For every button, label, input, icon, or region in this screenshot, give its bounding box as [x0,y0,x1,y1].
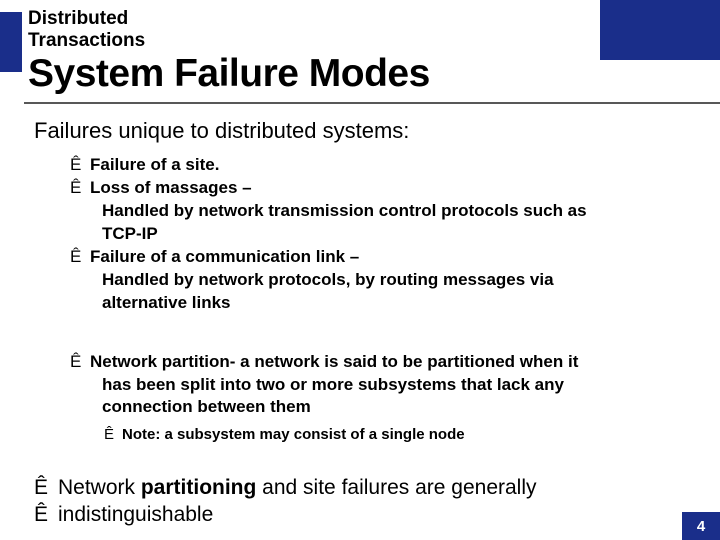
bullet-4-bold: partitioned [427,352,515,371]
accent-bar-right [600,0,720,60]
bullet-4-part1: Network partition- a network is said to … [90,352,427,371]
bullet-1: Failure of a site. [70,154,690,177]
slide-content: Failures unique to distributed systems: … [34,118,690,528]
header-label-line1: Distributed [28,8,128,29]
slide-title: System Failure Modes [28,52,430,96]
outer-bold: partitioning [141,476,256,499]
header-label-line2: Transactions [28,30,145,51]
bullet-4-cont1: has been split into two or more subsyste… [70,374,690,397]
header-label: Distributed Transactions [28,8,145,52]
page-number-badge: 4 [682,512,720,540]
bullet-2-cont2: TCP-IP [70,223,690,246]
sub-bullet-note: Note: a subsystem may consist of a singl… [104,425,690,445]
outer-part1: Network [58,476,141,499]
bullet-list: Failure of a site. Loss of massages – Ha… [70,154,690,446]
accent-bar-left [0,12,22,72]
outer-bullet-cont: Êindistinguishable [34,501,690,528]
bullet-3-cont1: Handled by network protocols, by routing… [70,269,690,292]
bullet-4-part2: when it [515,352,578,371]
title-underline [24,102,720,104]
spacer [70,315,690,351]
page-number: 4 [697,518,705,535]
outer-bullet: Network partitioning and site failures a… [34,474,690,501]
outer-part2: and site failures are generally [256,476,536,499]
bullet-2: Loss of massages – [70,177,690,200]
bullet-2-cont1: Handled by network transmission control … [70,200,690,223]
bullet-3: Failure of a communication link – [70,246,690,269]
bullet-4: Network partition- a network is said to … [70,351,690,374]
slide-header: Distributed Transactions System Failure … [0,0,720,108]
outer-cont-text: indistinguishable [58,503,213,526]
intro-text: Failures unique to distributed systems: [34,118,690,144]
bullet-4-cont2: connection between them [70,396,690,419]
bullet-3-cont2: alternative links [70,292,690,315]
